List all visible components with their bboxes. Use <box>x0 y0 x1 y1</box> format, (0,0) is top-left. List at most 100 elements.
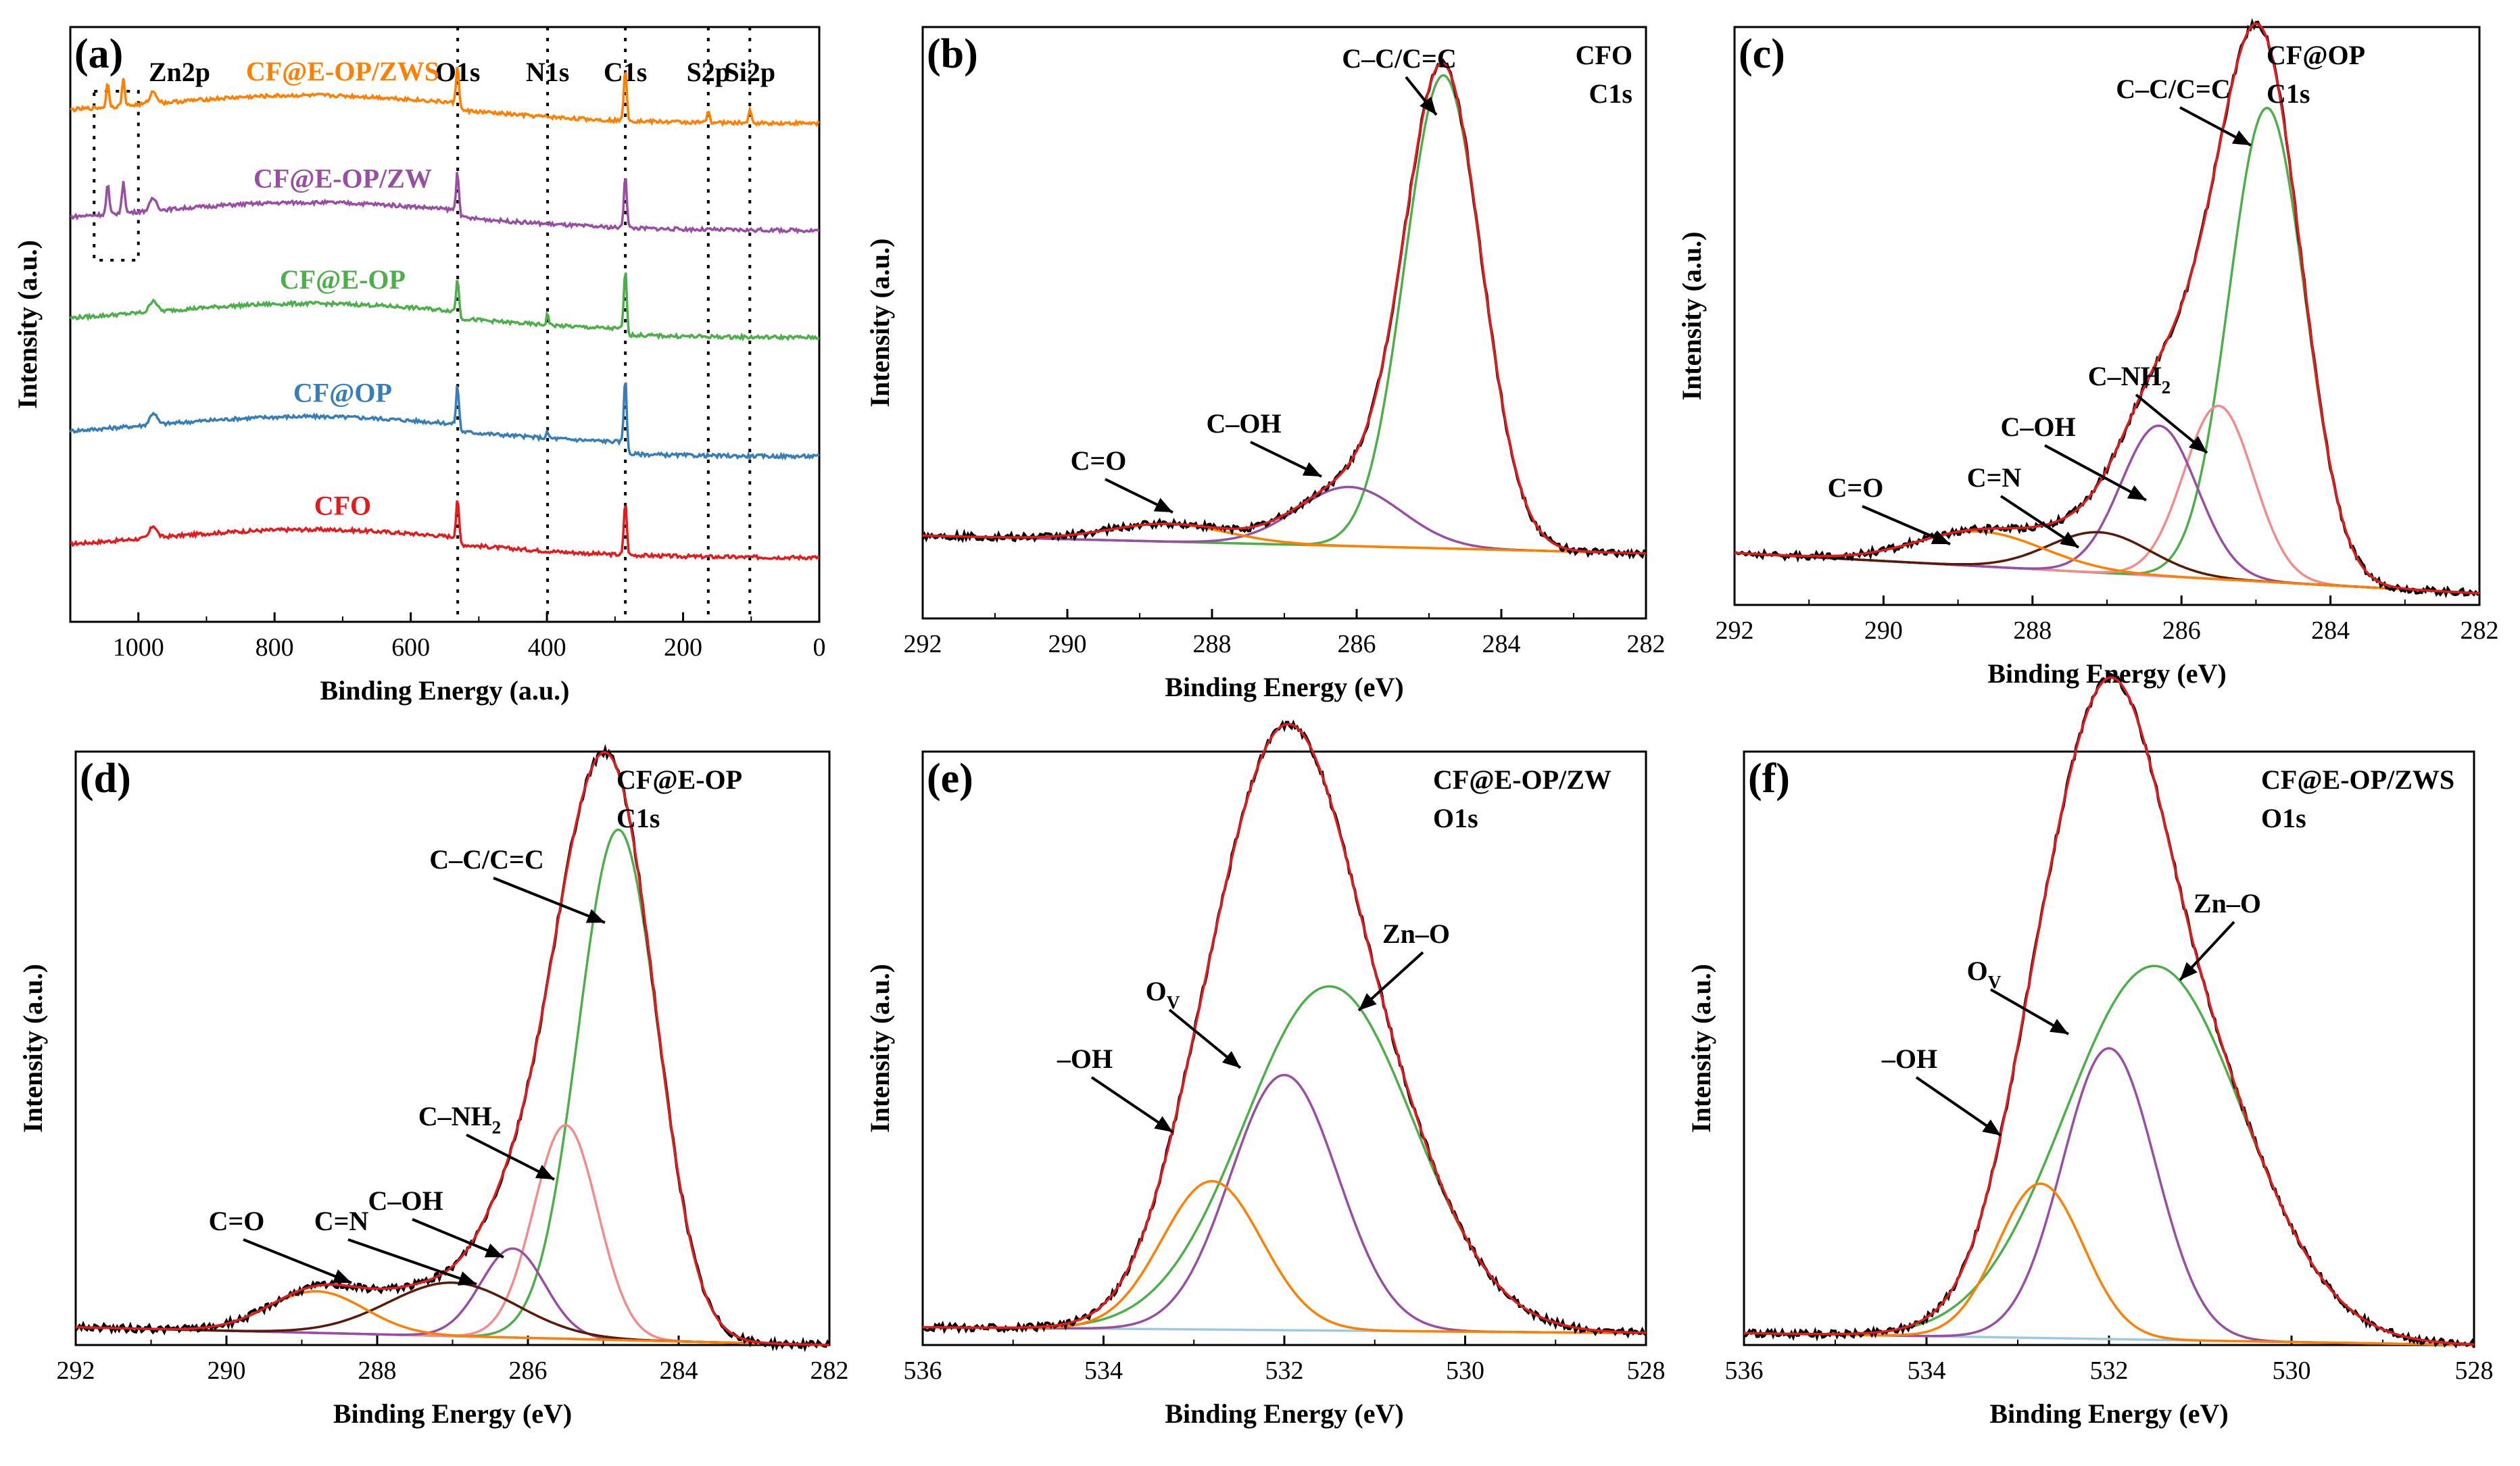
region-label: C1s <box>616 803 660 833</box>
series-label: CF@E-OP/ZW <box>253 164 432 194</box>
x-tick-label: 400 <box>528 633 566 662</box>
panel-label: (e) <box>927 756 973 802</box>
annotation-arrow-line <box>347 1238 477 1286</box>
annotation-arrow-line <box>2044 444 2147 502</box>
x-tick-label: 528 <box>1627 1357 1666 1385</box>
fit-envelope-curve <box>1734 22 2480 595</box>
fit-component-curve <box>1743 964 2475 1346</box>
peak-annotation: C–C/C=C <box>429 844 543 875</box>
peak-annotation: C=N <box>1967 462 2022 493</box>
x-tick-label: 0 <box>813 633 826 662</box>
x-tick-label: 534 <box>1084 1357 1123 1385</box>
annotation-arrow-head <box>1221 1051 1240 1068</box>
panel-label: (f) <box>1748 756 1790 802</box>
y-axis-label: Intensity (a.u.) <box>1676 231 1707 400</box>
y-axis-label: Intensity (a.u.) <box>1686 964 1716 1133</box>
x-tick-label: 534 <box>1908 1357 1946 1385</box>
annotation-arrow-line <box>243 1238 352 1284</box>
annotation-arrow-head <box>1359 993 1377 1010</box>
survey-series-line <box>69 272 820 342</box>
peak-annotation: C=N <box>314 1206 369 1236</box>
x-tick-label: 284 <box>2311 616 2350 645</box>
x-tick-label: 288 <box>358 1357 397 1385</box>
x-tick-label: 290 <box>1864 616 1903 645</box>
peak-annotation: C–NH2 <box>418 1101 501 1138</box>
x-tick-label: 288 <box>2013 616 2052 645</box>
plot-frame <box>1733 26 2481 606</box>
fit-component-curve <box>1734 531 2480 595</box>
annotation-arrow-head <box>2049 1019 2068 1034</box>
x-tick-label: 290 <box>208 1357 246 1385</box>
x-tick-label: 536 <box>1725 1357 1764 1385</box>
x-tick-label: 292 <box>904 630 942 658</box>
fit-component-curve <box>923 985 1647 1334</box>
panel-label: (d) <box>80 756 131 802</box>
x-tick-label: 282 <box>810 1357 849 1385</box>
x-tick-label: 532 <box>2090 1357 2129 1385</box>
x-tick-label: 286 <box>1338 630 1376 658</box>
x-tick-label: 286 <box>509 1357 548 1385</box>
x-tick-label: 292 <box>1716 616 1754 645</box>
x-tick-label: 200 <box>664 633 702 662</box>
raw-data-curve <box>1734 18 2481 599</box>
annotation-arrow-line <box>493 877 606 924</box>
sample-label: CF@E-OP/ZW <box>1433 764 1612 795</box>
peak-annotation: C=O <box>209 1206 265 1236</box>
peak-annotation: Zn–O <box>2194 888 2261 919</box>
x-tick-label: 292 <box>57 1357 95 1385</box>
fit-envelope-curve <box>1743 676 2475 1346</box>
x-tick-label: 282 <box>2461 616 2499 645</box>
fit-envelope-curve <box>922 62 1646 555</box>
y-axis-label: Intensity (a.u.) <box>865 238 895 407</box>
annotation-arrow-head <box>585 909 605 923</box>
peak-annotation: –OH <box>1881 1044 1937 1074</box>
panel-c: 292 290 288 286 284 282 Binding Energy (eV) Int… <box>1676 18 2499 689</box>
series-label: CF@E-OP <box>280 264 406 295</box>
annotation-arrow-head <box>1153 497 1173 512</box>
survey-series-line <box>70 500 820 562</box>
annotation-arrow-head <box>1982 1119 2001 1135</box>
x-tick-label: 600 <box>391 633 430 662</box>
plot-frame <box>69 26 821 623</box>
fit-component-curve <box>922 74 1646 555</box>
fit-envelope-curve <box>76 751 830 1346</box>
panel-label: (a) <box>74 31 123 77</box>
panel-label: (b) <box>927 31 978 77</box>
annotation-arrow-head <box>1302 462 1322 477</box>
raw-data-curve <box>74 743 831 1352</box>
peak-line-label: Zn2p <box>149 57 210 87</box>
fit-component-curve <box>1743 1047 2474 1346</box>
annotation-arrow-head <box>1420 96 1436 115</box>
region-label: C1s <box>1589 78 1632 109</box>
series-label: CF@E-OP/ZWS <box>246 56 439 87</box>
annotation-arrow-head <box>1154 1116 1173 1132</box>
peak-annotation: C–OH <box>2000 412 2075 442</box>
peak-annotation: C–OH <box>368 1186 443 1216</box>
x-tick-label: 290 <box>1048 630 1087 658</box>
fit-component-curve <box>923 1073 1646 1335</box>
sample-label: CFO <box>1576 40 1632 70</box>
peak-line-label: S2p <box>687 57 731 87</box>
region-label: O1s <box>1433 803 1478 833</box>
annotation-arrow-head <box>2060 531 2079 547</box>
peak-annotation: –OH <box>1057 1044 1113 1074</box>
raw-data-curve <box>921 719 1647 1339</box>
survey-series-line <box>69 382 820 461</box>
x-tick-label: 530 <box>2273 1357 2311 1385</box>
peak-annotation: OV <box>1967 956 2002 992</box>
peak-line-label: Si2p <box>724 57 775 87</box>
survey-series-line <box>70 66 820 128</box>
y-axis-label: Intensity (a.u.) <box>12 240 43 409</box>
annotation-arrow-head <box>2180 962 2198 980</box>
fit-component-curve <box>923 1179 1646 1335</box>
panel-b: 292 290 288 286 284 282 Binding Energy (eV) Int… <box>865 26 1666 702</box>
x-tick-label: 1000 <box>113 633 164 662</box>
annotation-arrow-head <box>2231 130 2251 145</box>
x-axis-label: Binding Energy (eV) <box>333 1398 572 1429</box>
peak-annotation: OV <box>1146 976 1180 1012</box>
x-tick-label: 282 <box>1627 630 1666 658</box>
series-label: CF@OP <box>293 377 392 408</box>
annotation-arrow-head <box>2188 436 2207 453</box>
x-tick-label: 530 <box>1446 1357 1484 1385</box>
x-axis-label: Binding Energy (eV) <box>1165 1398 1403 1429</box>
